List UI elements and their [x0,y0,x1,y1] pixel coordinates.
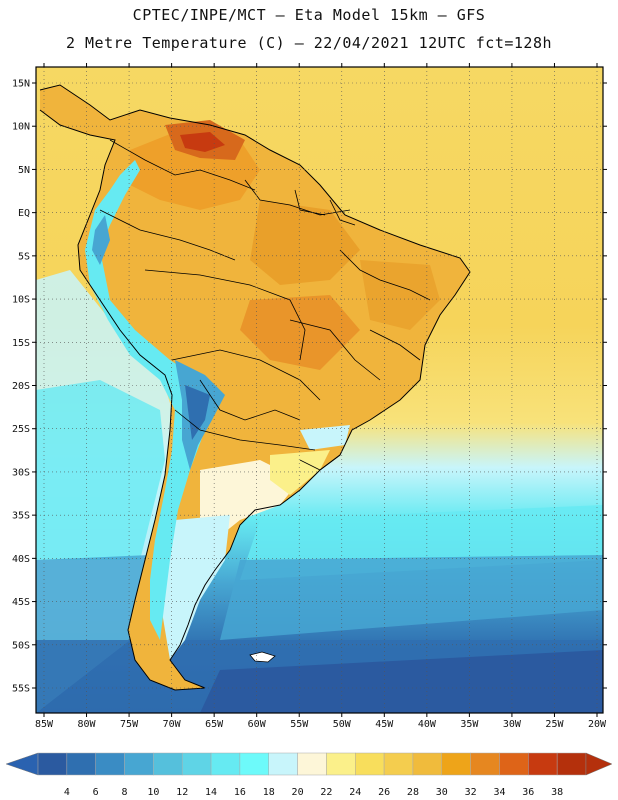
lon-label: 70W [163,719,182,730]
lat-label: 30S [12,467,30,478]
lat-label: 5N [18,165,30,176]
northeast-brazil-zone [360,260,440,330]
lon-label: 20W [588,719,607,730]
colorbar-tick-label: 20 [292,787,304,798]
longitude-labels: 85W 80W 75W 70W 65W 60W 55W 50W 45W 40W 35W 30W 25W 2… [35,719,607,730]
lat-label: 45S [12,597,30,608]
colorbar-tick-label: 18 [263,787,275,798]
colorbar-swatch [153,752,183,776]
lon-label: 75W [120,719,139,730]
lon-label: 50W [333,719,352,730]
atlantic-cold-band [220,555,603,640]
colorbar-swatch [210,752,241,776]
lon-label: 55W [290,719,309,730]
colorbar-tick-label: 38 [551,787,563,798]
temperature-map[interactable]: 15N 10N 5N EQ 5S 10S 15S 20S 25S 30S 35S 40S 45S 50S 5… [0,0,618,740]
colorbar-tick-label: 28 [407,787,419,798]
falkland-islands [249,651,276,663]
colorbar-tick-label: 30 [436,787,448,798]
coastline [39,84,471,691]
lat-label: 55S [12,684,30,695]
colorbar: 4 6 8 10 12 14 16 18 20 22 24 26 28 30 32 34 36 38 [5,752,613,798]
graticule [36,67,603,713]
lon-label: 80W [78,719,97,730]
colorbar-swatch [412,752,443,776]
southern-ocean-deep-zone [200,650,603,713]
colorbar-swatch [268,752,298,776]
colorbar-swatch [124,752,154,776]
colorbar-tick-label: 16 [234,787,246,798]
lon-label: 65W [205,719,224,730]
lat-label: EQ [18,208,30,219]
altiplano-coldest-zone [185,385,210,440]
lon-label: 85W [35,719,54,730]
lat-label: 50S [12,640,30,651]
colorbar-tick-label: 10 [147,787,159,798]
colorbar-tick-label: 24 [349,787,361,798]
lon-label: 45W [375,719,394,730]
chart-title-line2: 2 Metre Temperature (C) – 22/04/2021 12U… [65,34,553,52]
south-brazil-cool-zone [300,425,350,450]
colorbar-tick-label: 34 [493,787,505,798]
lat-label: 35S [12,511,30,522]
map-frame [35,66,604,714]
colorbar-tick-label: 8 [122,787,128,798]
colorbar-tick-label: 26 [378,787,390,798]
lon-label: 35W [460,719,479,730]
lat-label: 5S [18,251,30,262]
colorbar-swatch [383,752,414,776]
lat-label: 15N [12,79,30,90]
axis-ticks [32,63,607,717]
colorbar-swatch [239,752,269,776]
south-america-landmass [40,85,470,690]
colorbar-swatch [528,752,558,776]
central-brazil-warm-zone [240,295,360,370]
colorbar-swatch [297,752,327,776]
colorbar-tick-label: 32 [465,787,477,798]
lat-label: 25S [12,424,30,435]
lon-label: 30W [503,719,522,730]
lat-label: 40S [12,554,30,565]
venezuela-hottest-zone [180,132,225,152]
colorbar-swatch [355,752,385,776]
colorbar-tick-label: 12 [176,787,188,798]
colorbar-swatch [37,752,68,776]
lat-label: 15S [12,338,30,349]
colorbar-min-arrow [5,752,39,776]
colorbar-swatch [441,752,471,776]
colorbar-tick-label: 6 [93,787,99,798]
lat-label: 10N [12,122,30,133]
patagonia-cool-zone [160,515,230,660]
chart-title-line1: CPTEC/INPE/MCT – Eta Model 15km – GFS [132,6,486,24]
lon-label: 60W [248,719,267,730]
colorbar-swatch [556,752,587,776]
colorbar-swatch [470,752,500,776]
colorbar-swatch [66,752,96,776]
lat-label: 10S [12,295,30,306]
colorbar-max-arrow [585,752,613,776]
lat-label: 20S [12,381,30,392]
colorbar-swatch [95,752,125,776]
lon-label: 40W [418,719,437,730]
uruguay-mild-zone [270,450,330,495]
colorbar-tick-label: 4 [64,787,70,798]
colorbar-swatch [499,752,529,776]
pacific-cold-zone [36,380,165,560]
colorbar-swatch [326,752,356,776]
colorbar-swatch [181,752,212,776]
lon-label: 25W [545,719,564,730]
colorbar-tick-label: 36 [522,787,534,798]
country-borders [99,139,431,471]
northern-andes-cold-zone [92,215,110,265]
colorbar-tick-label: 14 [205,787,217,798]
latitude-labels: 15N 10N 5N EQ 5S 10S 15S 20S 25S 30S 35S 40S 45S 50S 5… [12,79,30,695]
amazon-warm-zone [250,200,360,285]
colorbar-tick-label: 22 [320,787,332,798]
